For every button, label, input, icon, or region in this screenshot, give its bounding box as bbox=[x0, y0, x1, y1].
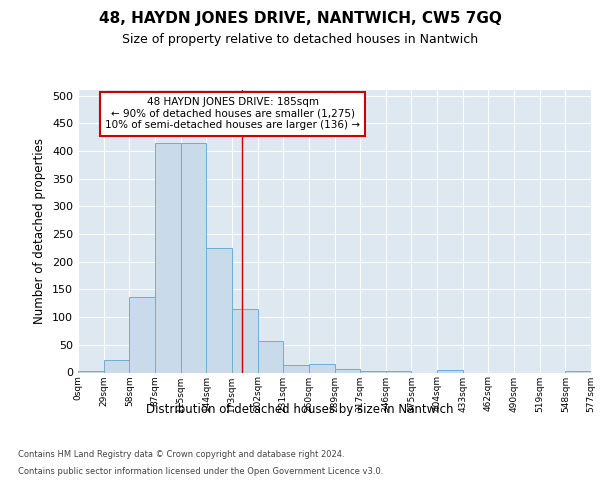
Bar bbox=[283, 366, 309, 372]
Text: Distribution of detached houses by size in Nantwich: Distribution of detached houses by size … bbox=[146, 402, 454, 415]
Bar bbox=[437, 370, 463, 372]
Y-axis label: Number of detached properties: Number of detached properties bbox=[34, 138, 46, 324]
Bar bbox=[104, 360, 130, 372]
Bar bbox=[386, 371, 412, 372]
Bar bbox=[78, 371, 104, 372]
Text: 48, HAYDN JONES DRIVE, NANTWICH, CW5 7GQ: 48, HAYDN JONES DRIVE, NANTWICH, CW5 7GQ bbox=[98, 11, 502, 26]
Bar bbox=[232, 309, 257, 372]
Bar bbox=[181, 142, 206, 372]
Text: Contains HM Land Registry data © Crown copyright and database right 2024.: Contains HM Land Registry data © Crown c… bbox=[18, 450, 344, 459]
Text: Contains public sector information licensed under the Open Government Licence v3: Contains public sector information licen… bbox=[18, 468, 383, 476]
Bar bbox=[565, 371, 591, 372]
Text: 48 HAYDN JONES DRIVE: 185sqm
← 90% of detached houses are smaller (1,275)
10% of: 48 HAYDN JONES DRIVE: 185sqm ← 90% of de… bbox=[105, 97, 360, 130]
Bar bbox=[130, 296, 155, 372]
Bar bbox=[155, 142, 181, 372]
Bar bbox=[335, 369, 360, 372]
Bar bbox=[206, 248, 232, 372]
Bar bbox=[257, 341, 283, 372]
Text: Size of property relative to detached houses in Nantwich: Size of property relative to detached ho… bbox=[122, 32, 478, 46]
Bar bbox=[309, 364, 335, 372]
